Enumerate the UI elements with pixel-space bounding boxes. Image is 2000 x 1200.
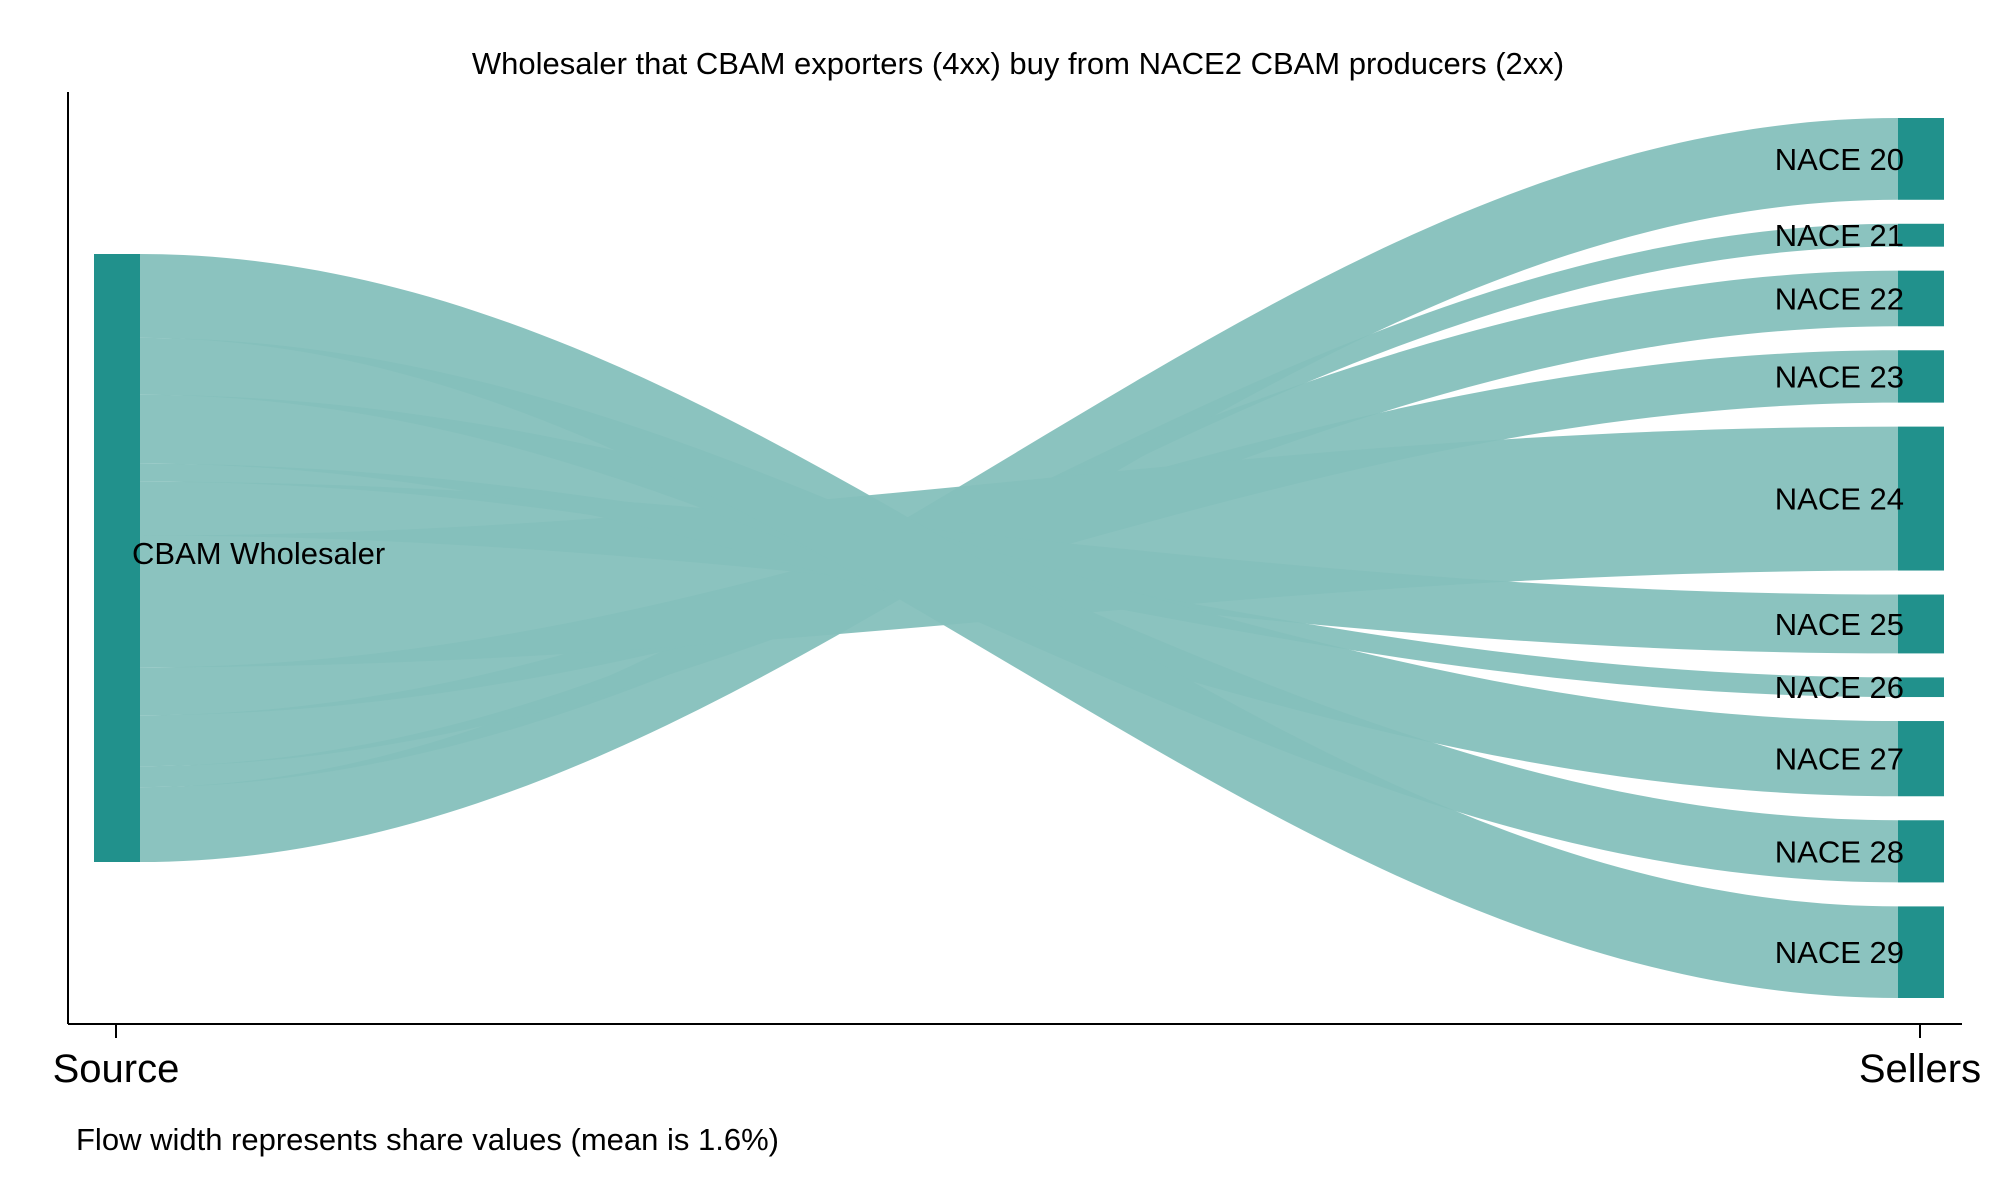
node-label-nace-24: NACE 24	[1775, 482, 1904, 517]
flows-group	[140, 118, 1898, 998]
node-label-nace-25: NACE 25	[1775, 607, 1904, 642]
node-cbam-wholesaler	[94, 254, 140, 862]
node-nace-26	[1898, 677, 1944, 698]
nodes-group	[94, 118, 1944, 998]
node-nace-21	[1898, 223, 1944, 247]
node-nace-29	[1898, 906, 1944, 998]
node-label-nace-26: NACE 26	[1775, 670, 1904, 705]
flow-nace-29	[140, 254, 1898, 998]
node-label-nace-20: NACE 20	[1775, 142, 1904, 177]
node-label-nace-22: NACE 22	[1775, 281, 1904, 316]
chart-title: Wholesaler that CBAM exporters (4xx) buy…	[472, 46, 1564, 81]
node-nace-20	[1898, 118, 1944, 200]
node-nace-22	[1898, 270, 1944, 327]
node-label-nace-27: NACE 27	[1775, 742, 1904, 777]
node-nace-23	[1898, 350, 1944, 403]
x-tick-label-sellers: Sellers	[1859, 1047, 1981, 1091]
x-tick-label-source: Source	[53, 1047, 180, 1091]
node-nace-28	[1898, 820, 1944, 883]
node-nace-24	[1898, 426, 1944, 571]
labels-group: NACE 20 NACE 21 NACE 22 NACE 23 NACE 24 NACE …	[132, 142, 1904, 970]
node-label-nace-21: NACE 21	[1775, 218, 1904, 253]
node-label-nace-28: NACE 28	[1775, 834, 1904, 869]
node-nace-25	[1898, 594, 1944, 654]
node-label-nace-23: NACE 23	[1775, 359, 1904, 394]
flow-width-note: Flow width represents share values (mean…	[76, 1122, 779, 1157]
node-nace-27	[1898, 721, 1944, 797]
node-label-nace-29: NACE 29	[1775, 935, 1904, 970]
node-label-cbam-wholesaler: CBAM Wholesaler	[132, 536, 385, 571]
